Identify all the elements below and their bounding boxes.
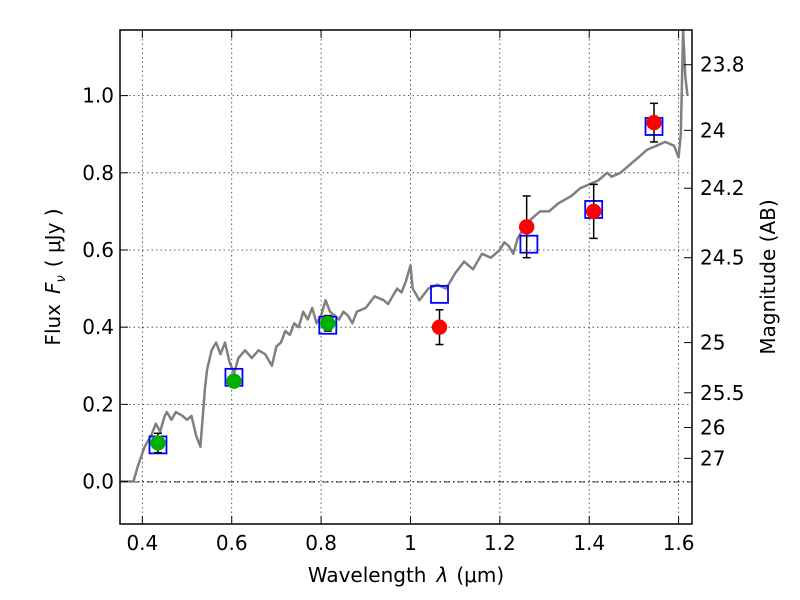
x-tick-label: 1 <box>404 531 417 555</box>
x-tick-label: 0.4 <box>126 531 158 555</box>
observed-flux-point <box>320 315 336 332</box>
observed-flux-point <box>431 319 448 335</box>
x-axis-title: Wavelength λ (μm) <box>308 563 504 587</box>
model-square-point <box>430 284 449 304</box>
grid-lines <box>120 30 692 524</box>
y2-tick-label: 26 <box>700 416 725 440</box>
x-tick-label: 0.8 <box>305 531 337 555</box>
observed-flux-point <box>150 435 166 451</box>
x-tick-label: 1.6 <box>663 531 695 555</box>
y2-tick-label: 24.2 <box>700 176 745 200</box>
y-tick-label: 0.8 <box>82 161 114 185</box>
y2-tick-label: 25 <box>700 331 725 355</box>
x-axis-symbol: λ <box>436 563 449 587</box>
y2-tick-label: 23.8 <box>700 53 745 77</box>
y2-tick-label: 25.5 <box>700 381 745 405</box>
y-tick-label: 0.4 <box>82 315 114 339</box>
x-axis-title-prefix: Wavelength <box>308 563 427 587</box>
series-layer <box>120 28 689 483</box>
y-tick-label: 1.0 <box>82 84 114 108</box>
y-axis-title-prefix: Flux <box>41 304 65 346</box>
y2-tick-label: 24 <box>700 118 725 142</box>
y2-axis-title: Magnitude (AB) <box>756 199 780 354</box>
observed-flux-point <box>585 203 602 220</box>
y-axis-unit: ( μJy ) <box>41 208 65 267</box>
ticks-layer: 0.4 0.6 0.8 1 1.2 1.4 1.6 0.0 0.2 0.4 0.6 0.8 1.0 23.… <box>82 30 745 555</box>
y-axis-title: Flux Fν ( μJy ) <box>41 208 69 345</box>
x-tick-label: 1.2 <box>484 531 516 555</box>
x-tick-label: 1.4 <box>573 531 605 555</box>
y2-tick-label: 24.5 <box>700 246 745 270</box>
observed-flux-point <box>518 219 535 235</box>
x-tick-label: 0.6 <box>216 531 248 555</box>
y-tick-label: 0.6 <box>82 238 114 262</box>
x-axis-unit: (μm) <box>456 563 504 587</box>
model-square-point <box>519 234 539 254</box>
y-tick-label: 0.2 <box>82 392 114 416</box>
y-axis-subscript: ν <box>54 275 69 282</box>
observed-flux-point <box>226 373 242 389</box>
y-axis-symbol: F <box>41 282 65 294</box>
plot-frame <box>119 29 693 525</box>
y2-tick-label: 27 <box>700 446 725 470</box>
model-spectrum-line <box>120 28 689 483</box>
y-tick-label: 0.0 <box>82 470 114 494</box>
observed-flux-point <box>646 114 662 131</box>
